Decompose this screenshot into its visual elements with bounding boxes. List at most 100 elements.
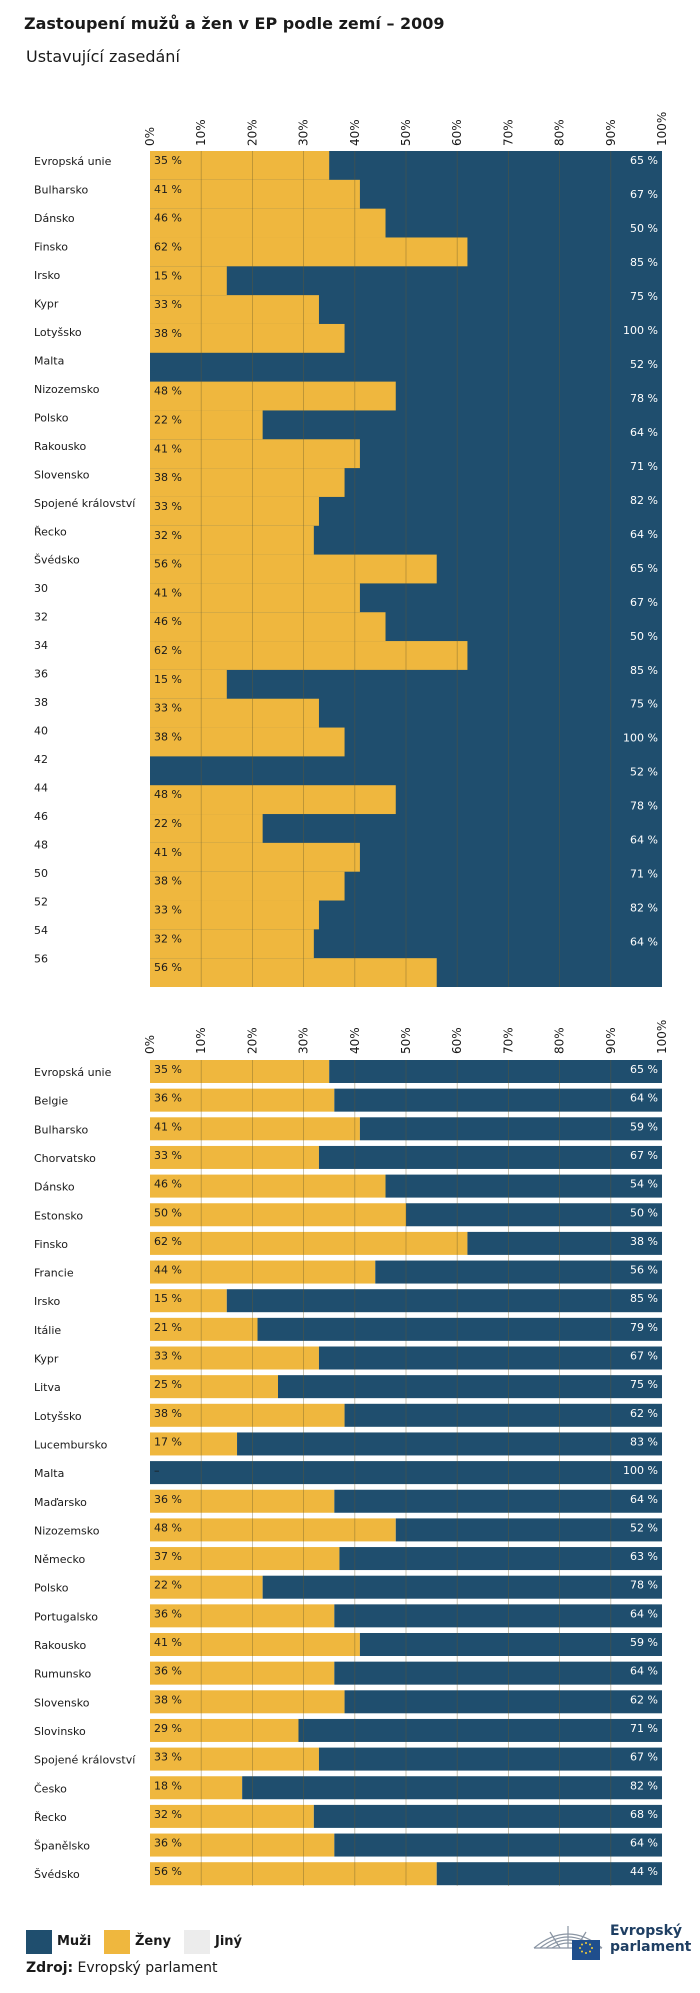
chart1-data-label-women: 62 % [154,644,182,657]
chart1-category-label: 34 [34,639,48,652]
chart2-category-label: Nizozemsko [34,1524,100,1537]
chart2-bar-men [395,1518,662,1542]
chart1-category-label: Nizozemsko [34,383,100,396]
chart2-data-label-women: 32 % [154,1808,182,1821]
chart1-bar-women [150,410,263,440]
chart2-data-label-men: 50 % [630,1206,658,1219]
chart2-category-label: Německo [34,1553,86,1566]
chart2-category-label: Evropská unie [34,1066,112,1079]
chart2-bar-women [150,1718,299,1742]
chart2-data-label-women: 36 % [154,1665,182,1678]
chart2-bar-women [150,1260,376,1284]
chart1-bar-women [150,496,319,526]
chart2-category-label: Dánsko [34,1181,75,1194]
chart1-bar-women [150,370,156,373]
chart1-data-label-men: 52 % [630,766,658,779]
chart2-data-label-men: 63 % [630,1550,658,1563]
chart1-data-label-women: 22 % [154,817,182,830]
chart1-data-label-women: 38 % [154,875,182,888]
chart2-category-label: Chorvatsko [34,1152,96,1165]
chart2-tick-label: 60% [450,1027,464,1054]
logo-text-line-1: Evropský [610,1923,683,1939]
chart2-data-label-women: 33 % [154,1350,182,1363]
chart2-data-label-women: 41 % [154,1120,182,1133]
chart1-data-label-women: 33 % [154,298,182,311]
chart2-bar-women [150,1862,437,1886]
chart2-bar-women [150,1174,386,1198]
chart1-data-label-women: 41 % [154,442,182,455]
chart2-category-label: Belgie [34,1095,68,1108]
chart2-bar-women [150,1747,319,1771]
chart2-tick-label: 90% [604,1027,618,1054]
chart2-tick-label: 30% [297,1027,311,1054]
chart2-bar-men [467,1231,662,1255]
chart2-category-label: Lucembursko [34,1438,108,1451]
chart1-data-label-men: 71 % [630,868,658,881]
chart2-category-label: Malta [34,1467,64,1480]
chart1-category-label: 56 [34,952,48,965]
chart2-data-label-women: 46 % [154,1178,182,1191]
chart1-data-label-women: 38 % [154,731,182,744]
chart2-data-label-men: 67 % [630,1149,658,1162]
chart1-data-label-men: 78 % [630,392,658,405]
chart1-category-label: 36 [34,668,48,681]
source-text: Evropský parlament [77,1960,218,1976]
chart1-data-label-men: 67 % [630,188,658,201]
chart2-data-label-men: 68 % [630,1808,658,1821]
chart1-bar-women [150,871,345,901]
chart1-bar-women [150,468,345,497]
chart2-data-label-men: 64 % [630,1607,658,1620]
chart2-tick-label: 100% [655,1020,669,1054]
chart2-category-label: Spojené království [34,1754,136,1767]
chart1-data-label-women: 56 % [154,961,182,974]
chart1-bar-women [150,151,330,180]
chart1-data-label-women: 46 % [154,212,182,225]
chart1-bar-women [150,381,396,411]
chart1-data-label-men: 71 % [630,460,658,473]
chart1-category-label: Evropská unie [34,155,112,168]
chart1-category-label: 50 [34,867,48,880]
chart1-category-label: Rakousko [34,440,87,453]
chart2-data-label-men: 54 % [630,1178,658,1191]
chart1-data-label-men: 64 % [630,834,658,847]
chart2-data-label-men: 64 % [630,1493,658,1506]
chart2-bar-women [150,1317,258,1341]
chart2-bar-men [334,1604,662,1628]
legend-swatch-jiny [184,1930,210,1954]
chart1-category-label: Řecko [34,525,67,538]
chart2-category-label: Estonsko [34,1209,83,1222]
chart2-bar-women [150,1060,330,1083]
chart1-data-label-men: 67 % [630,596,658,609]
chart2-data-label-men: 78 % [630,1579,658,1592]
chart2-category-label: Itálie [34,1324,61,1337]
chart2-bar-men [318,1145,662,1169]
chart1-bar-women [150,900,319,930]
chart1-bar-women [150,958,437,987]
chart2-category-label: Portugalsko [34,1610,98,1623]
legend-label-jiny: Jiný [215,1934,243,1949]
chart2-data-label-men: 64 % [630,1665,658,1678]
chart2-bar-men [278,1375,662,1399]
chart2-data-label-men: 62 % [630,1693,658,1706]
chart2-bar-men [262,1575,662,1599]
chart2-data-label-men: 62 % [630,1407,658,1420]
chart1-data-label-men: 64 % [630,936,658,949]
chart1-category-label: Dánsko [34,212,75,225]
chart2-category-label: Švédsko [34,1868,80,1881]
chart1-category-label: Irsko [34,269,60,282]
chart2-category-label: Polsko [34,1582,69,1595]
chart1-category-label: 42 [34,753,48,766]
chart2-data-label-women: 15 % [154,1292,182,1305]
chart1-category-label: Spojené království [34,497,136,510]
legend-label-muzi: Muži [57,1934,92,1949]
chart2-data-label-women: 33 % [154,1149,182,1162]
chart1-tick-label: 50% [399,119,413,146]
legend-swatch-zeny [104,1930,130,1954]
chart1-data-label-women: 46 % [154,615,182,628]
chart2-bar-women [150,1231,468,1255]
chart2-bar-women [150,1203,406,1227]
chart1-bar-women [150,208,386,238]
chart1-bar-women [150,439,360,469]
chart2-data-label-women: 36 % [154,1493,182,1506]
chart1-data-label-men: 100 % [623,732,658,745]
